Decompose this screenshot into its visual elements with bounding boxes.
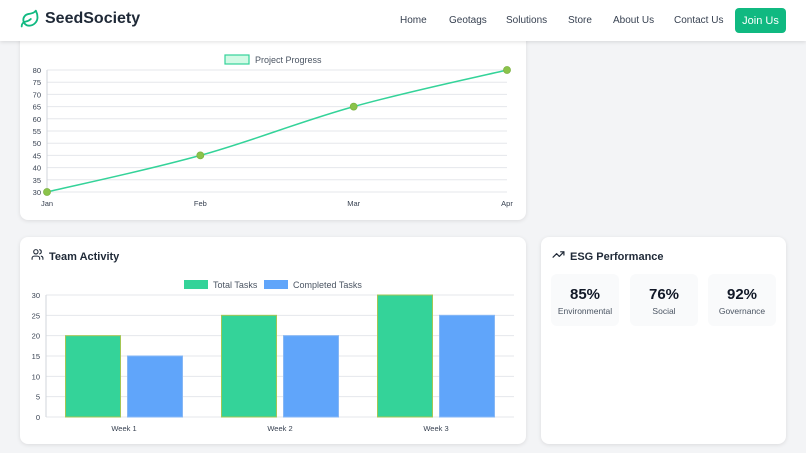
y-tick-label: 5 — [36, 393, 40, 402]
team-activity-header: Team Activity — [31, 248, 119, 266]
nav-about-link[interactable]: About Us — [613, 15, 655, 26]
nav-home-link[interactable]: Home — [400, 15, 427, 26]
esg-social-label: Social — [652, 306, 676, 316]
bar-completed-tasks — [127, 355, 183, 418]
y-tick-label: 60 — [33, 115, 41, 124]
y-tick-label: 75 — [33, 78, 41, 87]
bar-total-tasks — [377, 294, 433, 418]
join-us-button[interactable]: Join Us — [735, 8, 786, 33]
y-tick-label: 50 — [33, 139, 41, 148]
esg-performance-card: ESG Performance 85% Environmental 76% So… — [541, 237, 786, 444]
chart-legend: Project Progress — [224, 54, 322, 65]
legend-swatch-completed-tasks — [264, 280, 288, 289]
nav-geotags-link[interactable]: Geotags — [449, 15, 487, 26]
nav-contact-link[interactable]: Contact Us — [674, 15, 724, 26]
trending-up-icon — [552, 248, 565, 266]
nav-solutions-link[interactable]: Solutions — [506, 15, 548, 26]
y-tick-label: 40 — [33, 164, 41, 173]
nav-store-link[interactable]: Store — [568, 15, 592, 26]
data-point — [503, 66, 511, 74]
brand-name: SeedSociety — [45, 10, 141, 27]
esg-environmental-label: Environmental — [557, 306, 613, 316]
project-progress-chart: Project Progress 30 35 40 45 50 55 60 65 70 75 80 Ja… — [33, 54, 513, 208]
legend-swatch-total-tasks — [184, 280, 208, 289]
y-tick-label: 30 — [33, 188, 41, 197]
series-line-project-progress — [46, 69, 508, 193]
data-point — [43, 188, 51, 196]
y-tick-label: 55 — [33, 127, 41, 136]
x-tick-label: Mar — [347, 199, 360, 208]
x-tick-label: Week 3 — [423, 424, 448, 433]
x-tick-label: Week 1 — [111, 424, 136, 433]
bar-total-tasks — [221, 314, 277, 418]
team-activity-title: Team Activity — [49, 251, 120, 263]
team-activity-chart: Total Tasks Completed Tasks 0 5 10 15 20 25 30 We… — [32, 280, 514, 433]
y-tick-label: 25 — [32, 311, 40, 320]
x-tick-label: Feb — [194, 199, 207, 208]
project-progress-card: Project Progress 30 35 40 45 50 55 60 65 70 75 80 Ja… — [20, 30, 526, 220]
y-tick-label: 0 — [36, 413, 40, 422]
brand-logo-link[interactable]: SeedSociety — [20, 9, 140, 29]
y-tick-label: 45 — [33, 151, 41, 160]
team-activity-card: Team Activity Total Tasks Completed Tasks… — [20, 237, 526, 444]
top-navbar: SeedSociety Home Geotags Solutions Store… — [0, 0, 806, 41]
esg-performance-header: ESG Performance — [552, 248, 664, 266]
esg-governance-label: Governance — [718, 306, 766, 316]
users-icon — [31, 248, 44, 266]
legend-label-total-tasks: Total Tasks — [213, 280, 258, 290]
leaf-icon — [20, 9, 40, 29]
y-tick-label: 80 — [33, 66, 41, 75]
bar-completed-tasks — [439, 314, 495, 418]
y-tick-label: 10 — [32, 372, 40, 381]
y-tick-label: 15 — [32, 352, 40, 361]
bar-completed-tasks — [283, 335, 339, 418]
y-tick-label: 20 — [32, 332, 40, 341]
legend-swatch-project-progress — [224, 54, 250, 65]
bar-total-tasks — [65, 335, 121, 418]
y-tick-label: 70 — [33, 90, 41, 99]
esg-environmental-value: 85% — [569, 286, 601, 303]
legend-label-project-progress: Project Progress — [255, 55, 322, 65]
y-tick-label: 30 — [32, 291, 40, 300]
esg-social-value: 76% — [648, 286, 680, 303]
esg-governance-value: 92% — [726, 286, 758, 303]
legend-label-completed-tasks: Completed Tasks — [293, 280, 362, 290]
esg-governance-metric: 92% Governance — [708, 274, 776, 326]
x-tick-label: Week 2 — [267, 424, 292, 433]
esg-environmental-metric: 85% Environmental — [551, 274, 619, 326]
y-tick-label: 65 — [33, 103, 41, 112]
y-tick-label: 35 — [33, 176, 41, 185]
esg-performance-title: ESG Performance — [570, 251, 664, 263]
chart-legend: Total Tasks Completed Tasks — [184, 280, 362, 290]
data-point — [196, 151, 205, 160]
x-tick-label: Apr — [501, 199, 513, 208]
esg-social-metric: 76% Social — [630, 274, 698, 326]
data-point — [349, 102, 358, 111]
x-tick-label: Jan — [41, 199, 53, 208]
